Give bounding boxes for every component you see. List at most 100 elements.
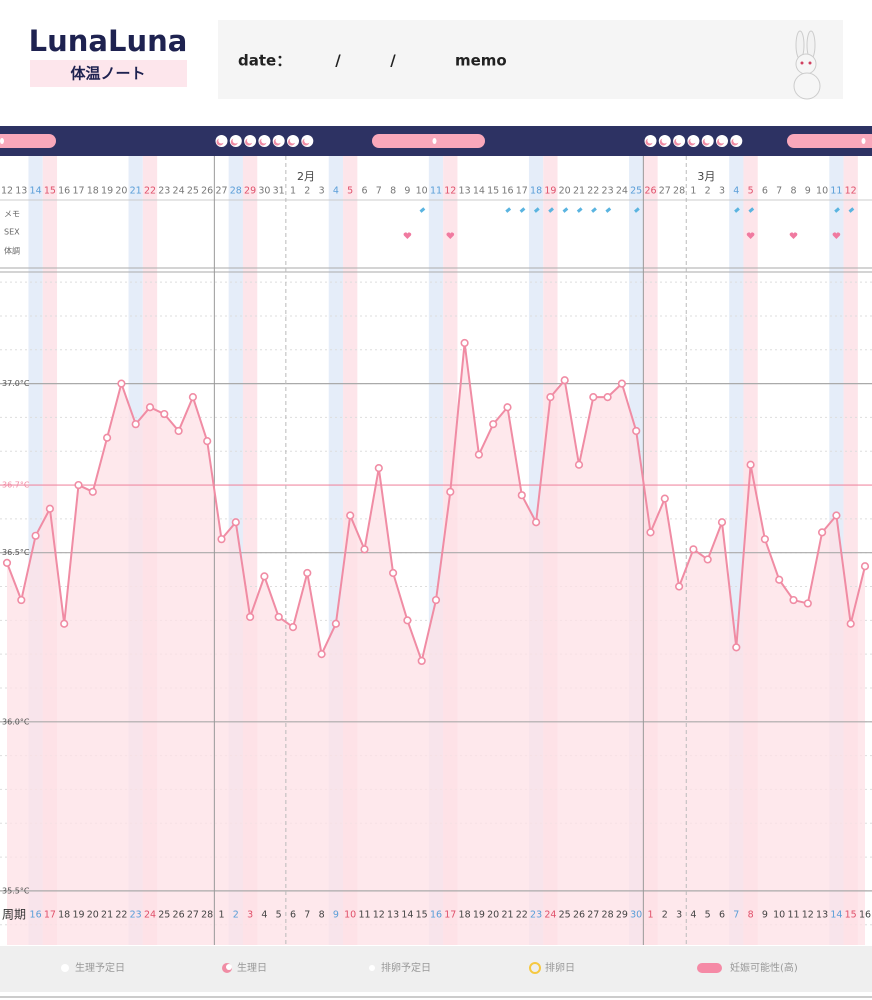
temperature-point [746, 460, 755, 469]
temperature-point [846, 619, 855, 628]
date-label: 21 [130, 186, 142, 197]
date-label: 18 [87, 186, 99, 197]
cycle-day-label: 15 [416, 910, 428, 921]
cycle-day-label: 8 [319, 910, 325, 921]
date-label: 28 [230, 186, 242, 197]
period-moon-cut [704, 137, 711, 144]
temperature-point [446, 487, 455, 496]
date-label: 20 [115, 186, 127, 197]
temperature-point [117, 379, 126, 388]
date-label: 27 [215, 186, 227, 197]
cycle-day-label: 3 [676, 910, 682, 921]
date-label: 6 [762, 186, 768, 197]
temperature-point [489, 420, 498, 429]
cycle-day-label: 30 [630, 910, 642, 921]
cycle-day-label: 7 [733, 910, 739, 921]
cycle-day-label: 16 [30, 910, 42, 921]
cycle-day-label: 22 [516, 910, 528, 921]
date-label: 5 [748, 186, 754, 197]
date-separator: / [390, 52, 396, 70]
cycle-day-label: 27 [187, 910, 199, 921]
date-label: 14 [30, 186, 42, 197]
heart-icon [403, 232, 412, 239]
cycle-day-label: 25 [158, 910, 170, 921]
temperature-point [17, 595, 26, 605]
cycle-day-label: 1 [218, 910, 224, 921]
cycle-day-label: 9 [762, 910, 768, 921]
temperature-point [360, 545, 369, 554]
temperature-point [546, 393, 555, 402]
memo-icon [834, 207, 840, 213]
y-tick-label: 36.7°C [2, 481, 30, 490]
temperature-point [689, 545, 698, 554]
cycle-day-label: 19 [473, 910, 485, 921]
legend-label: 妊娠可能性(高) [730, 961, 798, 974]
memo-icon [848, 207, 855, 213]
cycle-day-label: 26 [173, 910, 185, 921]
date-label: 27 [659, 186, 671, 197]
temperature-point [389, 568, 398, 578]
legend-label: 排卵日 [545, 961, 575, 974]
cycle-day-label: 17 [444, 910, 456, 921]
date-label: 8 [390, 186, 396, 197]
fertile-pill [372, 134, 485, 148]
cycle-day-label: 11 [787, 910, 799, 921]
date-label: 26 [201, 186, 213, 197]
date-label: 9 [805, 186, 811, 197]
cycle-day-label: 16 [430, 910, 442, 921]
temperature-point [646, 528, 655, 537]
temperature-point [703, 555, 712, 564]
date-label: 19 [101, 186, 113, 197]
temperature-point [760, 535, 770, 544]
date-label: 28 [673, 186, 685, 197]
date-label: 10 [816, 186, 828, 197]
date-label: 25 [187, 186, 199, 197]
legend-bar [0, 946, 872, 992]
temperature-point [589, 393, 598, 402]
y-tick-label: 36.0°C [2, 717, 30, 726]
cycle-day-label: 28 [201, 910, 213, 921]
date-label: 11 [430, 186, 442, 197]
period-moon-cut [275, 137, 282, 144]
cycle-day-label: 10 [344, 910, 356, 921]
cycle-day-label: 23 [130, 910, 142, 921]
period-moon-cut [232, 137, 239, 144]
date-label: 24 [173, 186, 185, 197]
cycle-day-label: 10 [773, 910, 785, 921]
temperature-point [574, 460, 584, 469]
temperature-point [145, 403, 155, 412]
memo-icon [605, 207, 612, 213]
temperature-point [45, 504, 55, 513]
subtitle-box [30, 60, 187, 87]
cycle-day-label: 21 [101, 910, 113, 921]
temperature-point [346, 511, 355, 520]
date-label: 21 [573, 186, 585, 197]
memo-icon [505, 207, 512, 213]
cycle-label: 周期 [2, 908, 26, 922]
cycle-day-label: 5 [705, 910, 711, 921]
legend-label: 排卵予定日 [381, 961, 431, 974]
date-label: 9 [404, 186, 410, 197]
period-moon-cut [261, 137, 268, 144]
date-label: 8 [790, 186, 796, 197]
cycle-day-label: 17 [44, 910, 56, 921]
date-label: 26 [644, 186, 656, 197]
period-moon-cut [218, 137, 225, 144]
cycle-day-label: 13 [816, 910, 828, 921]
temperature-point [31, 531, 40, 540]
temperature-point [474, 450, 484, 459]
temperature-point [260, 572, 269, 581]
legend-label: 生理予定日 [75, 961, 125, 974]
temperature-point [403, 616, 412, 625]
cycle-day-label: 16 [859, 910, 871, 921]
date-label: 4 [333, 186, 339, 197]
date-label: 1 [690, 186, 696, 197]
date-label: 25 [630, 186, 642, 197]
temperature-point [660, 494, 669, 503]
cycle-day-label: 15 [845, 910, 857, 921]
temperature-point [74, 480, 83, 490]
period-moon-cut [733, 137, 740, 144]
cycle-day-label: 1 [647, 910, 653, 921]
date-label: 2 [304, 186, 310, 197]
